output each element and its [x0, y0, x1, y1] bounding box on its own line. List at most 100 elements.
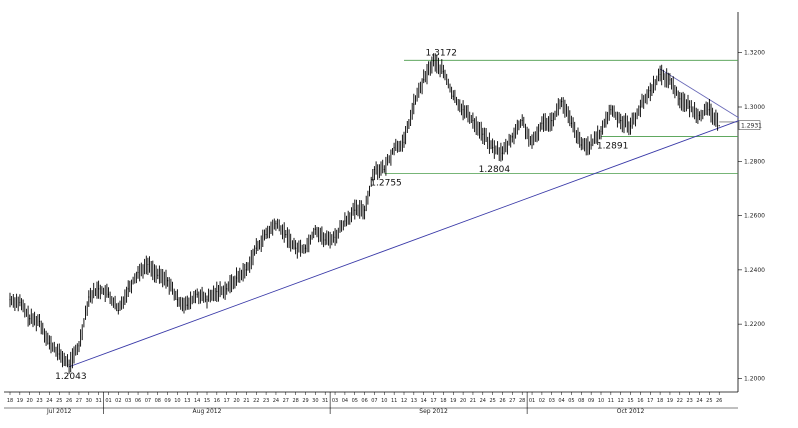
x-tick-label: 11 [391, 398, 397, 404]
daily-close-point [186, 304, 188, 306]
price-annotation: 1.2043 [55, 372, 87, 382]
daily-close-point [38, 320, 41, 323]
y-tick-label: 1.2800 [744, 158, 765, 165]
x-tick-label: 21 [243, 398, 249, 404]
price-annotation: 1.2891 [597, 142, 629, 152]
x-tick-label: 30 [86, 398, 92, 404]
daily-close-point [432, 60, 435, 62]
month-label: Jul 2012 [46, 408, 72, 415]
daily-close-point [78, 345, 80, 347]
price-series [9, 53, 720, 374]
x-tick-label: 24 [273, 398, 279, 404]
x-tick-label: 18 [7, 398, 13, 404]
x-tick-label: 23 [36, 398, 42, 404]
x-tick-label: 31 [322, 398, 328, 404]
y-tick-label: 1.2400 [744, 267, 765, 274]
daily-close-point [561, 100, 563, 103]
daily-close-point [462, 109, 464, 111]
x-tick-label: 05 [352, 398, 358, 404]
daily-close-point [423, 79, 425, 81]
x-tick-label: 31 [95, 398, 101, 404]
x-tick-label: 11 [608, 398, 614, 404]
daily-close-point [19, 301, 21, 304]
daily-close-point [472, 119, 474, 122]
x-tick-label: 06 [361, 398, 367, 404]
daily-close-point [659, 73, 661, 76]
x-tick-label: 22 [677, 398, 683, 404]
x-tick-label: 09 [164, 398, 170, 404]
daily-close-point [629, 125, 632, 127]
daily-close-point [58, 353, 60, 355]
x-tick-label: 09 [588, 398, 594, 404]
daily-close-point [698, 114, 701, 116]
daily-close-point [216, 290, 218, 293]
x-tick-label: 26 [716, 398, 722, 404]
daily-close-point [590, 144, 592, 146]
daily-close-point [551, 119, 553, 122]
daily-close-point [98, 288, 100, 290]
price-annotation: 1.3172 [426, 48, 458, 58]
x-tick-label: 12 [618, 398, 624, 404]
x-tick-label: 18 [657, 398, 663, 404]
support-resistance-levels [384, 59, 738, 174]
x-tick-label: 14 [194, 398, 200, 404]
daily-close-point [304, 247, 307, 249]
daily-close-point [501, 152, 504, 154]
x-tick-label: 27 [509, 398, 515, 404]
x-tick-label: 28 [292, 398, 298, 404]
daily-close-point [511, 136, 513, 138]
x-tick-label: 27 [76, 398, 82, 404]
x-tick-label: 10 [381, 398, 387, 404]
daily-close-point [620, 119, 622, 122]
x-tick-label: 15 [204, 398, 210, 404]
x-tick-label: 03 [125, 398, 131, 404]
x-tick-label: 04 [342, 398, 348, 404]
daily-close-point [157, 274, 159, 276]
daily-close-point [275, 223, 277, 225]
daily-close-point [482, 133, 484, 135]
x-tick-label: 04 [558, 398, 564, 404]
trendline [659, 68, 740, 119]
x-tick-label: 20 [27, 398, 33, 404]
daily-close-point [383, 168, 385, 171]
y-tick-label: 1.2600 [744, 213, 765, 220]
daily-close-point [492, 147, 494, 149]
daily-close-point [718, 125, 720, 127]
x-tick-label: 16 [637, 398, 643, 404]
daily-close-point [452, 95, 454, 97]
x-tick-label: 30 [312, 398, 318, 404]
x-tick-label: 07 [145, 398, 151, 404]
x-tick-label: 03 [549, 398, 555, 404]
x-tick-label: 26 [66, 398, 72, 404]
daily-close-point [334, 236, 336, 238]
daily-close-point [68, 364, 70, 366]
x-tick-label: 02 [539, 398, 545, 404]
daily-close-point [679, 98, 681, 100]
daily-close-point [196, 293, 198, 295]
daily-close-point [206, 299, 208, 301]
daily-close-point [324, 239, 326, 241]
daily-close-point [29, 318, 31, 320]
x-tick-label: 25 [56, 398, 62, 404]
x-tick-label: 16 [214, 398, 220, 404]
daily-close-point [364, 209, 366, 211]
price-annotation: 1.2755 [370, 179, 402, 189]
x-tick-label: 10 [598, 398, 604, 404]
x-tick-label: 08 [155, 398, 161, 404]
daily-close-point [413, 103, 415, 105]
daily-close-point [127, 288, 129, 290]
x-tick-label: 21 [470, 398, 476, 404]
daily-close-point [649, 90, 651, 92]
daily-close-point [442, 71, 444, 73]
daily-close-point [226, 288, 228, 290]
daily-close-point [689, 106, 691, 108]
daily-close-point [235, 277, 238, 279]
daily-close-point [570, 122, 573, 124]
x-tick-label: 28 [519, 398, 525, 404]
x-tick-label: 10 [174, 398, 180, 404]
daily-close-point [373, 168, 376, 171]
y-tick-label: 1.2200 [744, 321, 765, 328]
daily-close-point [314, 228, 316, 230]
x-tick-label: 20 [233, 398, 239, 404]
x-tick-label: 22 [253, 398, 259, 404]
